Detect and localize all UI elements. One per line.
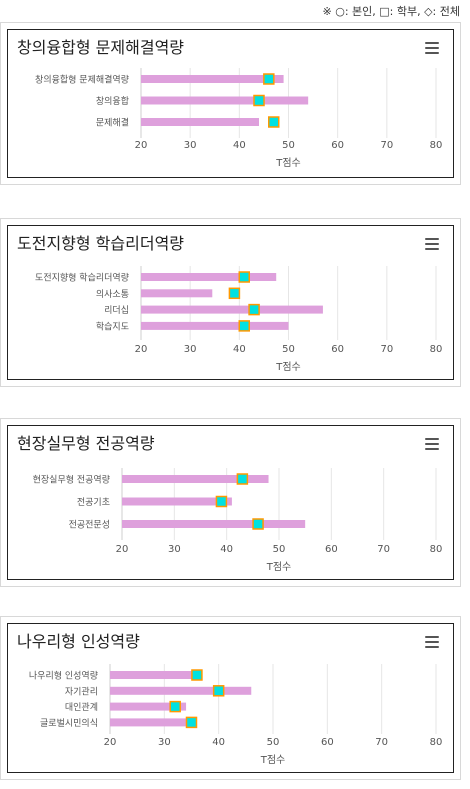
menu-icon[interactable] [425, 238, 439, 250]
x-tick-label: 50 [282, 140, 295, 151]
bar [141, 118, 259, 126]
x-tick-label: 40 [212, 737, 225, 748]
menu-icon[interactable] [425, 636, 439, 648]
score-marker [248, 303, 260, 316]
x-tick-label: 80 [430, 544, 443, 555]
score-marker [252, 518, 264, 530]
chart-title: 나우리형 인성역량 [17, 632, 140, 651]
category-label: 창의융합형 문제해결역량 [35, 74, 129, 86]
x-tick-label: 40 [233, 344, 246, 355]
score-marker [212, 685, 225, 697]
category-label: 나우리형 인성역량 [29, 670, 98, 682]
x-tick-label: 30 [184, 140, 197, 151]
x-tick-label: 20 [104, 737, 117, 748]
x-tick-label: 50 [267, 737, 280, 748]
bar [110, 686, 252, 695]
score-marker [263, 73, 275, 85]
x-tick-label: 60 [331, 344, 344, 355]
score-marker [228, 287, 241, 300]
bar [141, 75, 284, 83]
x-tick-label: 30 [168, 544, 181, 555]
x-tick-label: 40 [233, 140, 246, 151]
x-tick-label: 70 [380, 140, 393, 151]
bar [141, 96, 309, 105]
x-tick-label: 50 [273, 544, 286, 555]
bar [141, 321, 289, 330]
score-marker [238, 271, 250, 283]
chart-title: 창의융합형 문제해결역량 [17, 38, 185, 57]
score-marker [236, 473, 249, 485]
bar [122, 520, 306, 528]
x-tick-label: 50 [282, 344, 295, 355]
score-marker [253, 94, 265, 107]
x-axis-title: T점수 [260, 754, 286, 766]
menu-icon[interactable] [425, 438, 439, 450]
legend-note: ※ ○: 본인, □: 학부, ◇: 전체 [322, 5, 460, 18]
category-label: 자기관리 [65, 686, 98, 697]
x-tick-label: 80 [430, 140, 443, 151]
x-tick-label: 20 [135, 140, 148, 151]
category-label: 전공전문성 [69, 520, 110, 531]
x-tick-label: 60 [325, 544, 338, 555]
bar [122, 475, 269, 483]
x-tick-label: 20 [116, 544, 129, 555]
x-tick-label: 70 [380, 344, 393, 355]
category-label: 창의융합 [96, 96, 129, 107]
bar [141, 289, 213, 298]
score-marker [268, 116, 280, 128]
bar [141, 273, 277, 281]
bar [141, 305, 323, 314]
x-tick-label: 30 [158, 737, 171, 748]
x-tick-label: 70 [377, 544, 390, 555]
category-label: 글로벌시민의식 [40, 718, 98, 729]
x-tick-label: 80 [430, 737, 443, 748]
category-label: 전공기초 [77, 497, 110, 508]
score-marker [215, 495, 228, 508]
category-label: 현장실무형 전공역량 [33, 474, 110, 486]
score-marker [169, 700, 181, 713]
score-marker [185, 716, 198, 729]
bar [122, 497, 232, 506]
chart-title: 도전지향형 학습리더역량 [17, 234, 185, 253]
category-label: 대인관계 [65, 701, 98, 713]
x-axis-title: T점수 [275, 361, 301, 373]
menu-icon[interactable] [425, 42, 439, 54]
x-tick-label: 70 [375, 737, 388, 748]
score-marker [238, 320, 250, 332]
score-marker [191, 669, 203, 681]
category-label: 도전지향형 학습리더역량 [35, 272, 129, 284]
category-label: 리더십 [104, 305, 129, 316]
x-tick-label: 30 [184, 344, 197, 355]
x-tick-label: 60 [321, 737, 334, 748]
chart-title: 현장실무형 전공역량 [17, 434, 155, 453]
bar [110, 702, 187, 711]
x-tick-label: 40 [220, 544, 233, 555]
bar [110, 718, 192, 727]
category-label: 의사소통 [96, 289, 129, 300]
x-axis-title: T점수 [266, 561, 292, 573]
bar [110, 671, 203, 679]
x-axis-title: T점수 [275, 157, 301, 169]
x-tick-label: 20 [135, 344, 148, 355]
x-tick-label: 60 [331, 140, 344, 151]
x-tick-label: 80 [430, 344, 443, 355]
category-label: 학습지도 [96, 321, 129, 332]
category-label: 문제해결 [96, 118, 129, 129]
